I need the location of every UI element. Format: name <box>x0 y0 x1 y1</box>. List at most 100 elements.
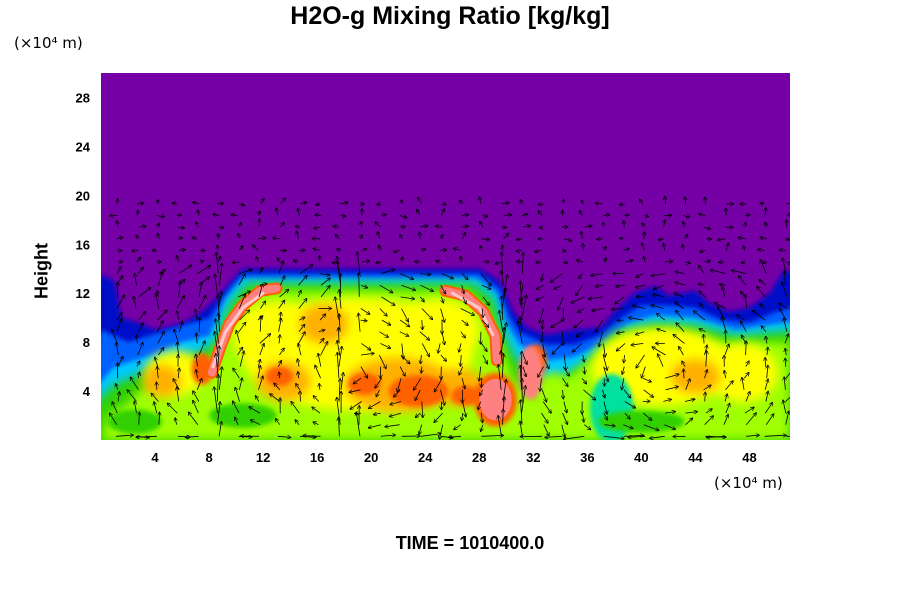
wind-vector <box>541 412 548 423</box>
wind-vector <box>238 378 242 390</box>
wind-vector <box>239 223 241 228</box>
wind-vector <box>273 238 281 239</box>
wind-vector <box>421 366 422 373</box>
wind-vector <box>339 314 340 332</box>
wind-vector <box>596 285 604 286</box>
wind-vector <box>636 285 645 287</box>
wind-vector <box>623 389 631 398</box>
wind-vector <box>137 203 143 204</box>
orange-patch <box>299 304 349 344</box>
wind-vector <box>339 290 341 309</box>
wind-vector <box>738 237 746 238</box>
wind-vector <box>583 424 590 430</box>
wind-vector <box>479 366 481 381</box>
y-tick-label: 8 <box>83 335 90 350</box>
wind-vector <box>320 342 328 356</box>
wind-vector <box>217 245 218 251</box>
wind-vector <box>399 366 405 376</box>
wind-vector <box>378 232 380 239</box>
wind-vector <box>636 273 644 278</box>
wind-vector <box>381 296 394 305</box>
wind-vector <box>542 320 543 329</box>
wind-vector <box>381 319 391 325</box>
wind-vector <box>761 326 767 332</box>
x-tick-label: 12 <box>256 450 270 465</box>
wind-vector <box>251 420 261 426</box>
wind-vector <box>542 401 551 414</box>
wind-vector <box>643 412 651 420</box>
wind-vector <box>198 282 202 297</box>
wind-vector <box>767 347 768 356</box>
wind-vector <box>541 273 543 282</box>
wind-vector <box>759 280 766 286</box>
wind-vector <box>461 378 465 388</box>
wind-vector <box>503 397 504 414</box>
wind-vector <box>218 234 219 239</box>
wind-vector <box>296 226 301 227</box>
wind-vector <box>603 366 609 382</box>
wind-vector <box>259 284 267 286</box>
y-tick-label: 12 <box>76 286 90 301</box>
wind-vector <box>158 270 165 274</box>
wind-vector <box>280 198 286 205</box>
wind-vector <box>216 354 219 379</box>
wind-vector <box>238 234 240 239</box>
wind-vector <box>112 402 118 414</box>
wind-vector <box>415 389 421 401</box>
wind-vector <box>480 389 483 396</box>
wind-vector <box>337 398 341 425</box>
wind-vector <box>401 284 415 290</box>
wind-vector <box>785 396 790 402</box>
wind-vector <box>218 367 222 390</box>
wind-vector <box>780 308 787 321</box>
wind-vector <box>217 203 223 204</box>
wind-vector <box>623 424 632 429</box>
wind-vector <box>571 296 585 303</box>
wind-vector <box>320 278 330 286</box>
wind-vector <box>390 412 402 416</box>
wind-vector <box>753 311 766 321</box>
wind-vector <box>379 284 393 293</box>
wind-vector <box>136 436 157 437</box>
wind-vector <box>480 246 482 251</box>
wind-vector <box>253 245 259 251</box>
wind-vector <box>158 223 160 228</box>
wind-vector <box>258 238 266 239</box>
wind-vector <box>654 284 665 289</box>
wind-vector <box>764 379 768 390</box>
wind-vector <box>349 389 361 393</box>
wind-vector <box>137 211 138 216</box>
wind-vector <box>193 202 200 204</box>
wind-vector <box>481 424 483 432</box>
wind-vector <box>420 226 428 227</box>
wind-vector <box>786 220 787 228</box>
wind-vector <box>276 208 278 216</box>
wind-vector <box>703 261 710 262</box>
wind-vector <box>642 223 645 228</box>
wind-vector <box>278 319 282 332</box>
wind-vector <box>154 402 158 414</box>
wind-vector <box>551 319 564 327</box>
wind-vector <box>760 304 765 309</box>
orange-patch <box>671 359 720 394</box>
wind-vector <box>158 273 162 286</box>
wind-vector <box>718 239 726 241</box>
wind-vector <box>520 200 522 205</box>
wind-vector <box>786 214 790 215</box>
wind-vector <box>481 413 482 423</box>
wind-vector <box>159 412 160 425</box>
wind-vector <box>723 287 726 297</box>
wind-vector <box>523 226 530 227</box>
wind-vector <box>685 235 688 240</box>
wind-vector <box>699 291 706 298</box>
wind-vector <box>440 308 445 323</box>
wind-vector <box>276 419 281 425</box>
wind-vector <box>298 291 301 298</box>
wind-vector <box>117 199 118 204</box>
wind-vector <box>196 333 197 344</box>
wind-vector <box>538 204 544 205</box>
wind-vector <box>785 349 786 356</box>
wind-vector <box>198 277 209 286</box>
wind-vector <box>380 343 391 348</box>
wind-vector <box>256 257 258 263</box>
